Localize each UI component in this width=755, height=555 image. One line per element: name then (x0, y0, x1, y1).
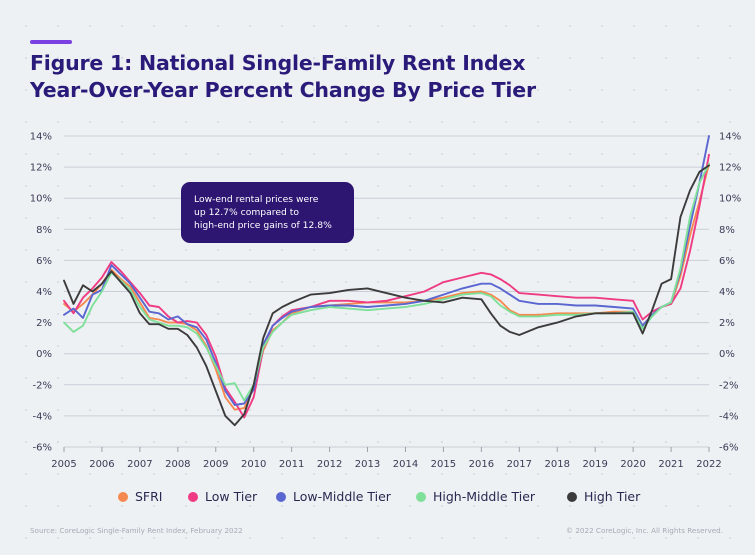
source-note: Source: CoreLogic Single-Family Rent Ind… (30, 526, 243, 535)
y-tick-label-left: 2% (36, 318, 52, 329)
y-tick-label-right: 0% (719, 349, 735, 360)
callout-line-1: Low-end rental prices were (194, 194, 319, 205)
legend-item-low-tier: Low Tier (188, 489, 257, 504)
copyright-note: © 2022 CoreLogic, Inc. All Rights Reserv… (565, 526, 723, 535)
y-tick-label-right: 2% (719, 318, 735, 329)
y-tick-label-left: 4% (36, 287, 52, 298)
x-tick-label: 2022 (696, 459, 721, 470)
x-tick-label: 2005 (51, 459, 76, 470)
chart-title: Figure 1: National Single-Family Rent In… (30, 50, 536, 104)
y-tick-label-right: 8% (719, 225, 735, 236)
callout-line-2: up 12.7% compared to (194, 207, 299, 218)
legend-swatch (118, 491, 128, 502)
title-line-2: Year-Over-Year Percent Change By Price T… (30, 78, 536, 102)
series-line-sfri (63, 163, 710, 411)
legend-swatch (567, 491, 577, 502)
legend-swatch (188, 491, 198, 502)
chart-legend: SFRI Low Tier Low-Middle Tier High-Middle T… (0, 489, 755, 509)
legend-item-high-tier: High Tier (567, 489, 640, 504)
title-line-1: Figure 1: National Single-Family Rent In… (30, 51, 526, 75)
x-tick-label: 2008 (165, 459, 190, 470)
x-tick-label: 2006 (89, 459, 114, 470)
x-tick-label: 2012 (317, 459, 342, 470)
series-line-high-tier (63, 164, 710, 427)
legend-label: Low Tier (205, 489, 258, 504)
legend-item-high-middle-tier: High-Middle Tier (416, 489, 535, 504)
x-tick-label: 2009 (203, 459, 228, 470)
y-tick-label-right: 14% (719, 132, 741, 143)
annotation-callout: Low-end rental prices were up 12.7% comp… (181, 182, 354, 243)
legend-label: High Tier (584, 489, 641, 504)
legend-label: SFRI (135, 489, 163, 504)
y-tick-label-right: 10% (719, 194, 741, 205)
y-tick-label-right: 4% (719, 287, 735, 298)
x-tick-label: 2010 (241, 459, 266, 470)
legend-label: Low-Middle Tier (293, 489, 391, 504)
y-tick-label-left: 0% (36, 349, 52, 360)
y-tick-label-right: -2% (719, 380, 738, 391)
series-line-low-middle-tier (63, 135, 710, 406)
x-tick-label: 2019 (582, 459, 607, 470)
x-tick-label: 2021 (658, 459, 683, 470)
series-line-high-middle-tier (63, 163, 710, 402)
series-line-low-tier (63, 153, 710, 419)
x-tick-label: 2013 (355, 459, 380, 470)
callout-line-3: high-end price gains of 12.8% (194, 220, 332, 231)
y-tick-label-left: 14% (30, 132, 52, 143)
legend-item-low-middle-tier: Low-Middle Tier (276, 489, 391, 504)
y-tick-label-left: -6% (33, 443, 52, 454)
x-tick-label: 2011 (279, 459, 304, 470)
y-tick-label-left: 10% (30, 194, 52, 205)
x-tick-label: 2007 (127, 459, 152, 470)
x-tick-label: 2015 (431, 459, 456, 470)
y-tick-label-left: 8% (36, 225, 52, 236)
x-tick-label: 2018 (545, 459, 570, 470)
y-tick-label-right: -4% (719, 411, 738, 422)
legend-swatch (276, 491, 286, 502)
title-accent-bar (30, 40, 72, 44)
y-tick-label-left: 12% (30, 163, 52, 174)
legend-label: High-Middle Tier (433, 489, 536, 504)
y-tick-label-left: -4% (33, 411, 52, 422)
x-tick-label: 2017 (507, 459, 532, 470)
y-tick-label-right: 6% (719, 256, 735, 267)
x-tick-label: 2016 (469, 459, 494, 470)
y-tick-label-right: -6% (719, 443, 738, 454)
x-tick-label: 2014 (393, 459, 418, 470)
y-tick-label-left: 6% (36, 256, 52, 267)
y-tick-label-left: -2% (33, 380, 52, 391)
x-tick-label: 2020 (620, 459, 645, 470)
legend-item-sfri: SFRI (118, 489, 163, 504)
legend-swatch (416, 491, 426, 502)
y-tick-label-right: 12% (719, 163, 741, 174)
